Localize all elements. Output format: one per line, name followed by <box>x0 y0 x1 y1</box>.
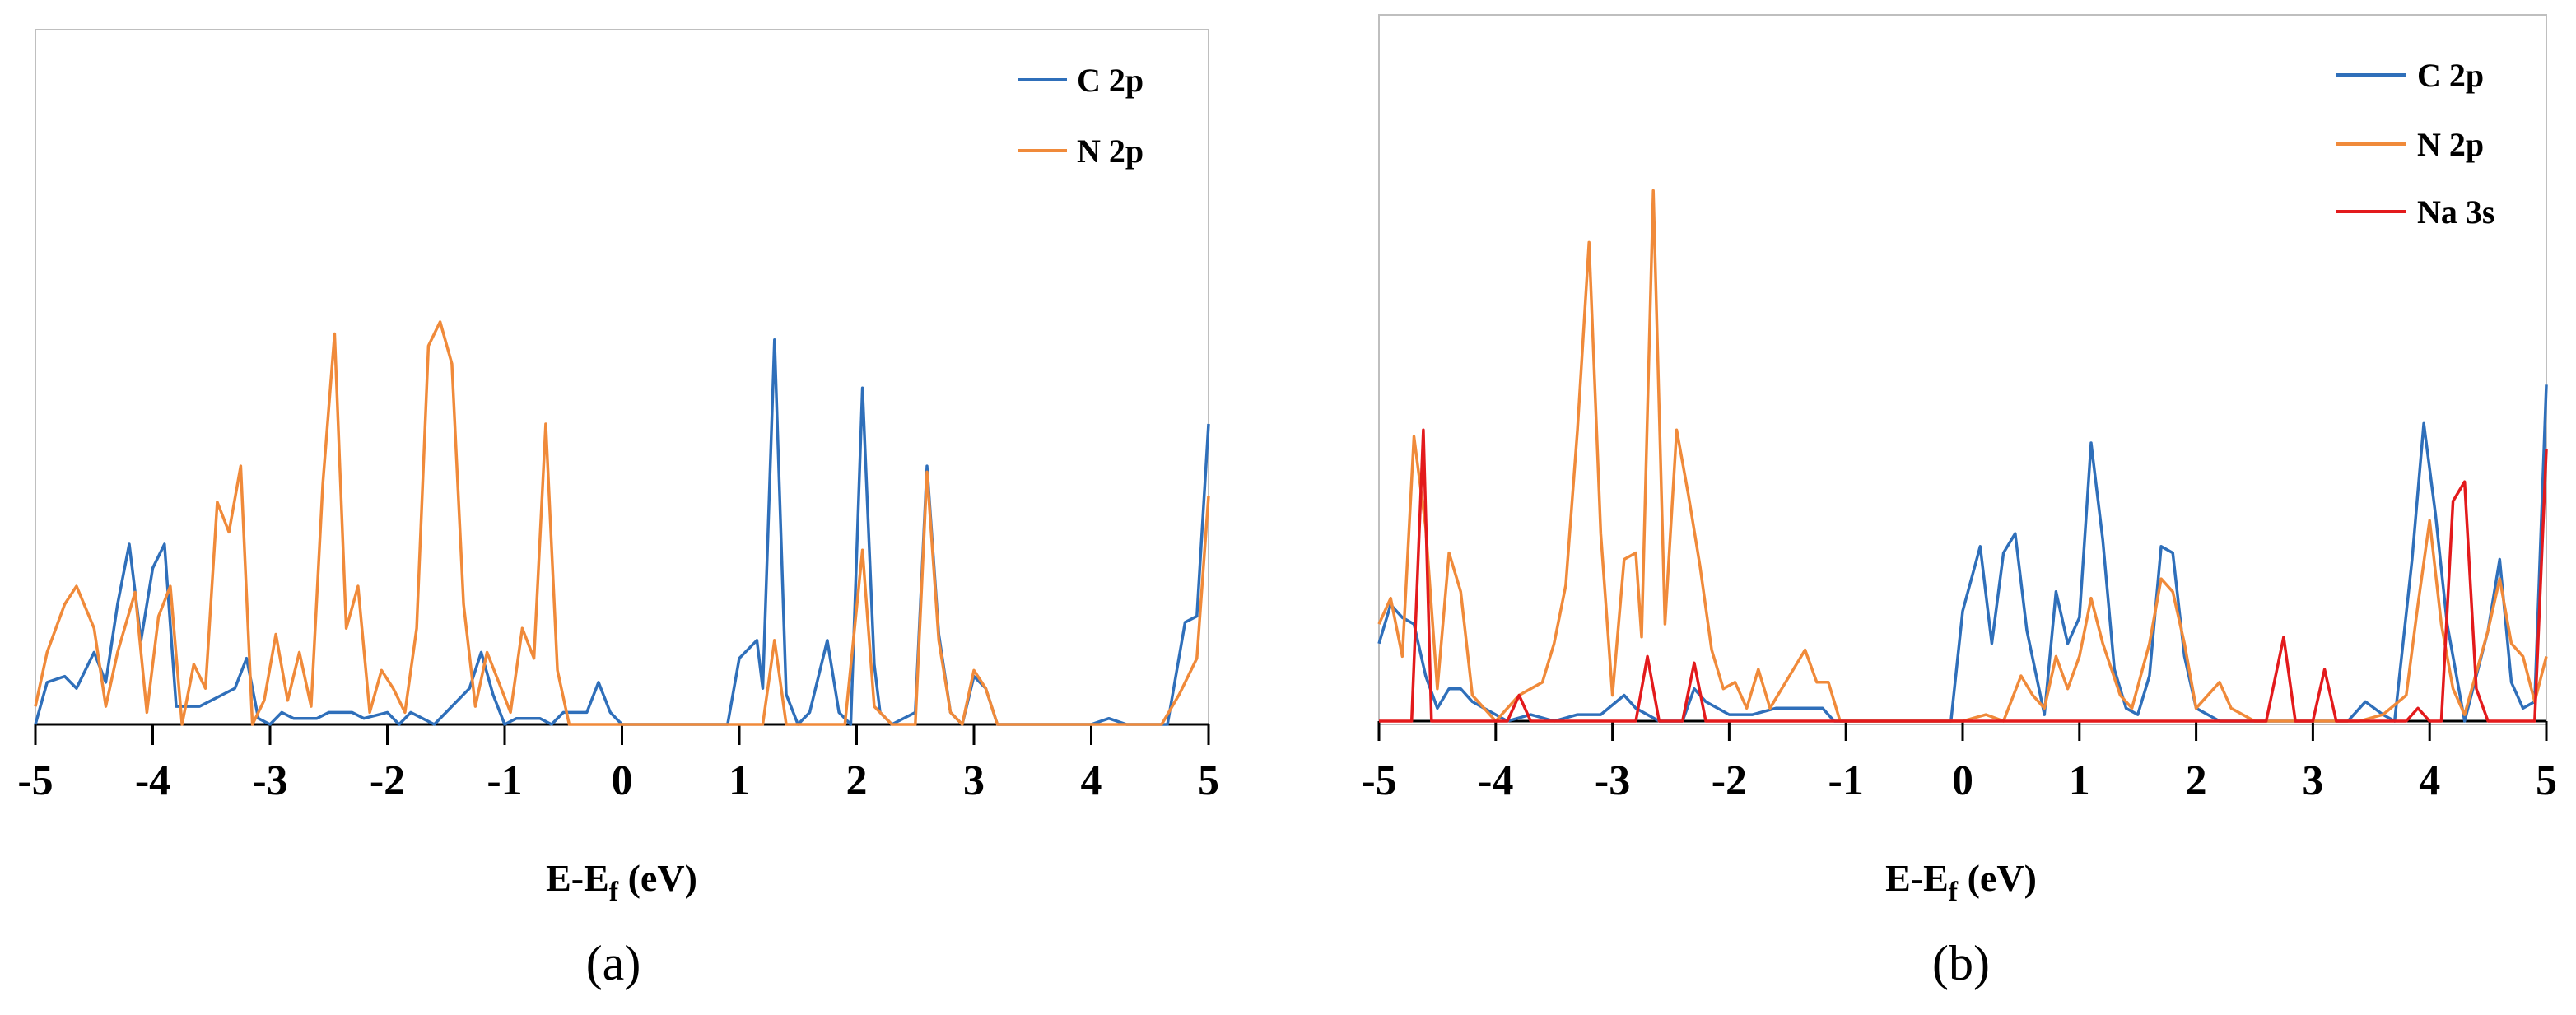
panel-a-legend-label-c2p: C 2p <box>1077 62 1144 99</box>
panel-a-x-tick-label: 1 <box>729 757 750 804</box>
panel-b-x-axis-title-unit: (eV) <box>1958 857 2037 899</box>
panel-b-x-tick-label: 2 <box>2186 757 2207 804</box>
panel-b-series-n2p-line <box>1377 189 2548 723</box>
panel-b-x-tick-label: 3 <box>2302 757 2323 804</box>
panel-a-x-tick-label: -5 <box>17 757 53 804</box>
panel-b-x-tick-label: -4 <box>1478 757 1513 804</box>
panel-a-x-axis-title-subscript: f <box>609 877 619 907</box>
panel-a-x-tick-label: -1 <box>487 757 522 804</box>
panel-b-x-tick-label: 0 <box>1952 757 1973 804</box>
panel-a-x-tick-label: -2 <box>370 757 405 804</box>
panel-a-series-c2p-line <box>34 338 1210 726</box>
panel-a-label: (a) <box>586 936 641 990</box>
panel-b-legend-label-na3s: Na 3s <box>2417 193 2494 230</box>
panel-b-series-c2p-line <box>1377 384 2548 723</box>
panel-a-x-tick-label: -3 <box>252 757 287 804</box>
panel-a-x-tick-label: 3 <box>963 757 985 804</box>
panel-b-x-tick-label: 5 <box>2536 757 2557 804</box>
panel-a-x-tick-label: 2 <box>846 757 868 804</box>
panel-a-plot-frame <box>35 29 1209 725</box>
panel-b-label: (b) <box>1932 936 1990 990</box>
panel-b-x-ticks: -5 -4 -3 -2 -1 0 1 2 3 4 5 <box>1361 721 2557 804</box>
panel-a-x-tick-label: 5 <box>1198 757 1219 804</box>
panel-a-x-axis-title-main: E-E <box>546 857 609 899</box>
panel-a-series-n2p-line <box>34 320 1210 726</box>
panel-a-x-tick-label: -4 <box>135 757 170 804</box>
panel-b-series-na3s-line <box>1379 428 2548 723</box>
panel-b-x-axis-title: E-Ef (eV) <box>1885 857 2037 907</box>
panel-b-series-layer <box>1377 189 2548 723</box>
panel-b-legend-label-c2p: C 2p <box>2417 57 2484 94</box>
panel-b-x-tick-label: 4 <box>2419 757 2440 804</box>
panel-b-x-axis-title-main: E-E <box>1885 857 1949 899</box>
panel-b-x-tick-label: -1 <box>1828 757 1864 804</box>
panel-b-x-tick-label: -5 <box>1361 757 1396 804</box>
panel-b-x-tick-label: -2 <box>1712 757 1747 804</box>
panel-a-x-ticks: -5 -4 -3 -2 -1 0 1 2 3 4 5 <box>17 724 1219 804</box>
panel-b-x-tick-label: -3 <box>1595 757 1630 804</box>
panel-a-series-layer <box>34 320 1210 726</box>
panel-b-legend: C 2p N 2p Na 3s <box>2336 57 2494 230</box>
panel-a-legend: C 2p N 2p <box>1018 62 1144 170</box>
panel-b-x-axis-title-subscript: f <box>1949 877 1959 907</box>
panel-b-x-tick-label: 1 <box>2069 757 2090 804</box>
panel-b: -5 -4 -3 -2 -1 0 1 2 3 4 5 C 2p N 2p Na 3s E-Ef (e… <box>1361 14 2557 990</box>
panel-a-x-tick-label: 0 <box>612 757 633 804</box>
panel-b-legend-label-n2p: N 2p <box>2417 126 2484 163</box>
panel-a-x-axis-title: E-Ef (eV) <box>546 857 697 907</box>
panel-a-x-tick-label: 4 <box>1081 757 1102 804</box>
panel-a-legend-label-n2p: N 2p <box>1077 133 1144 170</box>
panel-a-x-axis-title-unit: (eV) <box>618 857 697 899</box>
panel-a: -5 -4 -3 -2 -1 0 1 2 3 4 5 C 2p N 2p E-Ef (eV) (a) <box>17 29 1219 990</box>
